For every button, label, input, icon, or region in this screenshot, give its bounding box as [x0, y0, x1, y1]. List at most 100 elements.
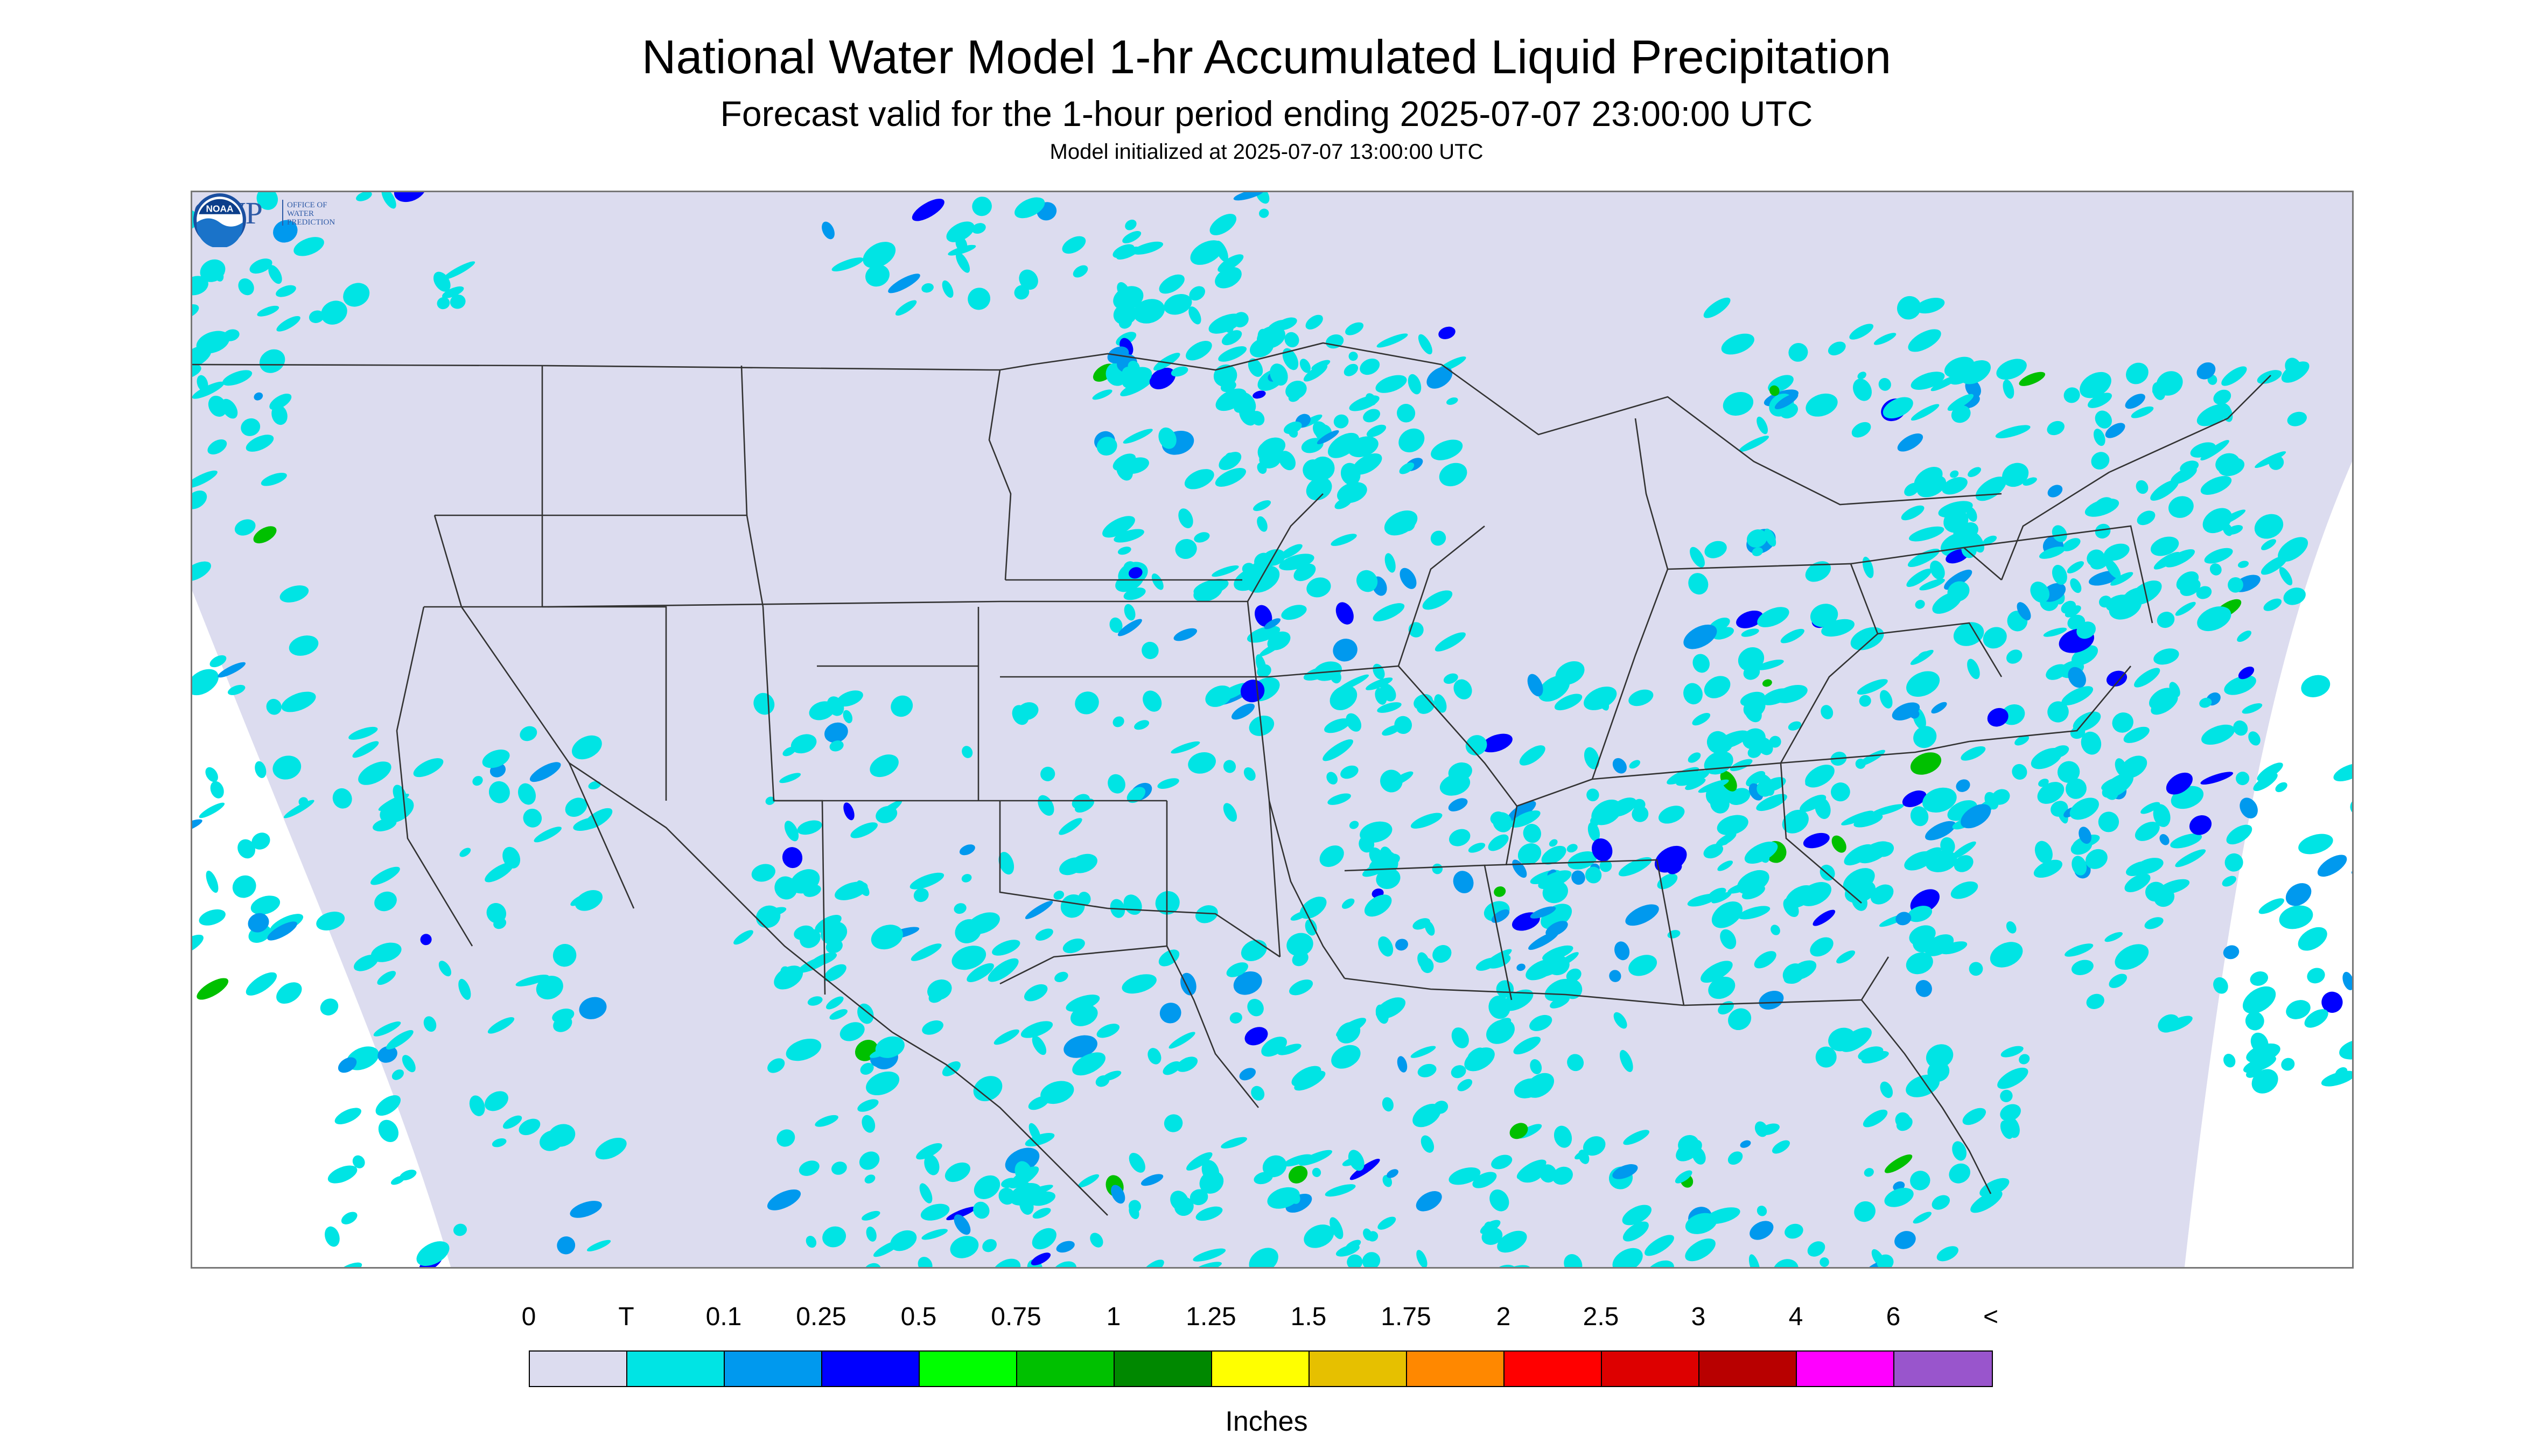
precip-cell — [192, 381, 225, 399]
precip-cell — [1186, 1152, 1213, 1171]
precip-cell — [2115, 944, 2149, 970]
precip-cell — [1073, 265, 1088, 278]
precip-cell — [234, 519, 256, 536]
precip-cell — [1568, 851, 1597, 870]
precip-cell — [2238, 666, 2255, 680]
legend-tick-label: 0.5 — [900, 1303, 937, 1331]
boundary-line — [1860, 999, 1992, 1194]
precip-cell — [2258, 898, 2284, 914]
precip-cell — [1059, 857, 1084, 876]
precip-cell — [982, 1239, 997, 1252]
precip-cell — [2170, 833, 2202, 849]
precip-cell — [1347, 1254, 1363, 1267]
precip-cell — [790, 869, 820, 894]
precip-cell — [1199, 1171, 1224, 1194]
precip-cell — [835, 881, 868, 900]
precip-cell — [1983, 535, 1997, 545]
precip-cell — [780, 966, 791, 979]
precip-cell — [1382, 1097, 1394, 1112]
boundary-line — [1397, 525, 1485, 667]
precip-cell — [1852, 379, 1872, 401]
precip-cell — [2013, 464, 2023, 478]
precip-cell — [1096, 1024, 1120, 1038]
precip-cell — [1743, 665, 1760, 680]
precip-cell — [1142, 641, 1159, 660]
precip-cell — [1950, 881, 1978, 899]
precip-cell — [1915, 298, 1945, 314]
legend-swatch — [1894, 1352, 1992, 1386]
precip-cell — [1223, 760, 1236, 773]
precip-cell — [1326, 772, 1338, 785]
precip-cell — [1344, 363, 1359, 376]
precip-cell — [1727, 788, 1751, 806]
precip-cell — [774, 876, 797, 900]
precip-cell — [1870, 804, 1904, 816]
precip-cell — [863, 1263, 881, 1267]
precip-cell — [289, 635, 319, 656]
precip-cell — [1118, 316, 1132, 329]
precip-cell — [863, 242, 896, 268]
precip-cell — [2062, 538, 2081, 551]
precip-cell — [1253, 500, 1271, 512]
precip-cell — [1400, 568, 1417, 589]
precip-cell — [1486, 1019, 1515, 1044]
precip-cell — [1530, 1059, 1542, 1074]
precip-cell — [222, 370, 253, 386]
precip-cell — [2043, 627, 2067, 637]
precip-cell — [1740, 1140, 1751, 1148]
precip-cell — [2087, 549, 2105, 567]
precip-cell — [1241, 940, 1267, 961]
precip-cell — [1741, 885, 1765, 900]
precip-cell — [1895, 912, 1912, 926]
precip-cell — [1857, 679, 1888, 695]
precip-cell — [1305, 314, 1323, 330]
legend-swatch — [920, 1352, 1017, 1386]
precip-cell — [268, 265, 282, 284]
precip-cell — [1918, 651, 1930, 660]
precip-cell — [472, 776, 483, 786]
precip-cell — [1330, 670, 1341, 684]
precip-cell — [1212, 565, 1239, 577]
precip-cell — [269, 394, 292, 410]
precip-cell — [1754, 1121, 1768, 1137]
precip-cell — [946, 1206, 976, 1221]
precip-cell — [864, 1174, 876, 1184]
precip-cell — [2196, 586, 2212, 599]
precip-cell — [1571, 870, 1585, 885]
precip-cell — [327, 1165, 358, 1184]
precip-cell — [2112, 712, 2133, 733]
precip-cell — [823, 964, 846, 982]
precip-cell — [206, 870, 219, 893]
precip-cell — [1283, 1154, 1312, 1167]
precip-cell — [1548, 983, 1568, 1001]
precip-cell — [1949, 1163, 1970, 1184]
map-subtitle: Forecast valid for the 1-hour period end… — [720, 94, 1813, 134]
precip-cell — [1950, 841, 1976, 859]
precip-cell — [1117, 619, 1142, 636]
precip-cell — [870, 754, 899, 778]
precip-cell — [1180, 972, 1196, 996]
precip-cell — [1815, 1046, 1837, 1068]
precip-cell — [1278, 451, 1296, 471]
precip-cell — [1432, 863, 1443, 874]
precip-cell — [2149, 688, 2175, 710]
precip-cell — [378, 1119, 399, 1143]
precip-cell — [873, 1240, 901, 1257]
precip-cell — [1306, 577, 1331, 598]
precip-cell — [2200, 772, 2234, 785]
precip-cell — [824, 722, 848, 743]
precip-cell — [1395, 939, 1408, 951]
precip-cell — [2124, 873, 2151, 892]
precip-cell — [1446, 397, 1458, 405]
precip-cell — [2317, 855, 2347, 877]
precip-cell — [1324, 718, 1351, 733]
precip-cell — [2095, 523, 2111, 539]
precip-cell — [1922, 787, 1957, 813]
precip-cell — [1096, 437, 1117, 456]
precip-cell — [1944, 569, 1972, 590]
precip-cell — [2240, 797, 2258, 818]
precip-cell — [218, 662, 246, 678]
precip-cell — [1158, 427, 1177, 449]
precip-cell — [1612, 1248, 1643, 1267]
precip-cell — [1629, 760, 1641, 769]
